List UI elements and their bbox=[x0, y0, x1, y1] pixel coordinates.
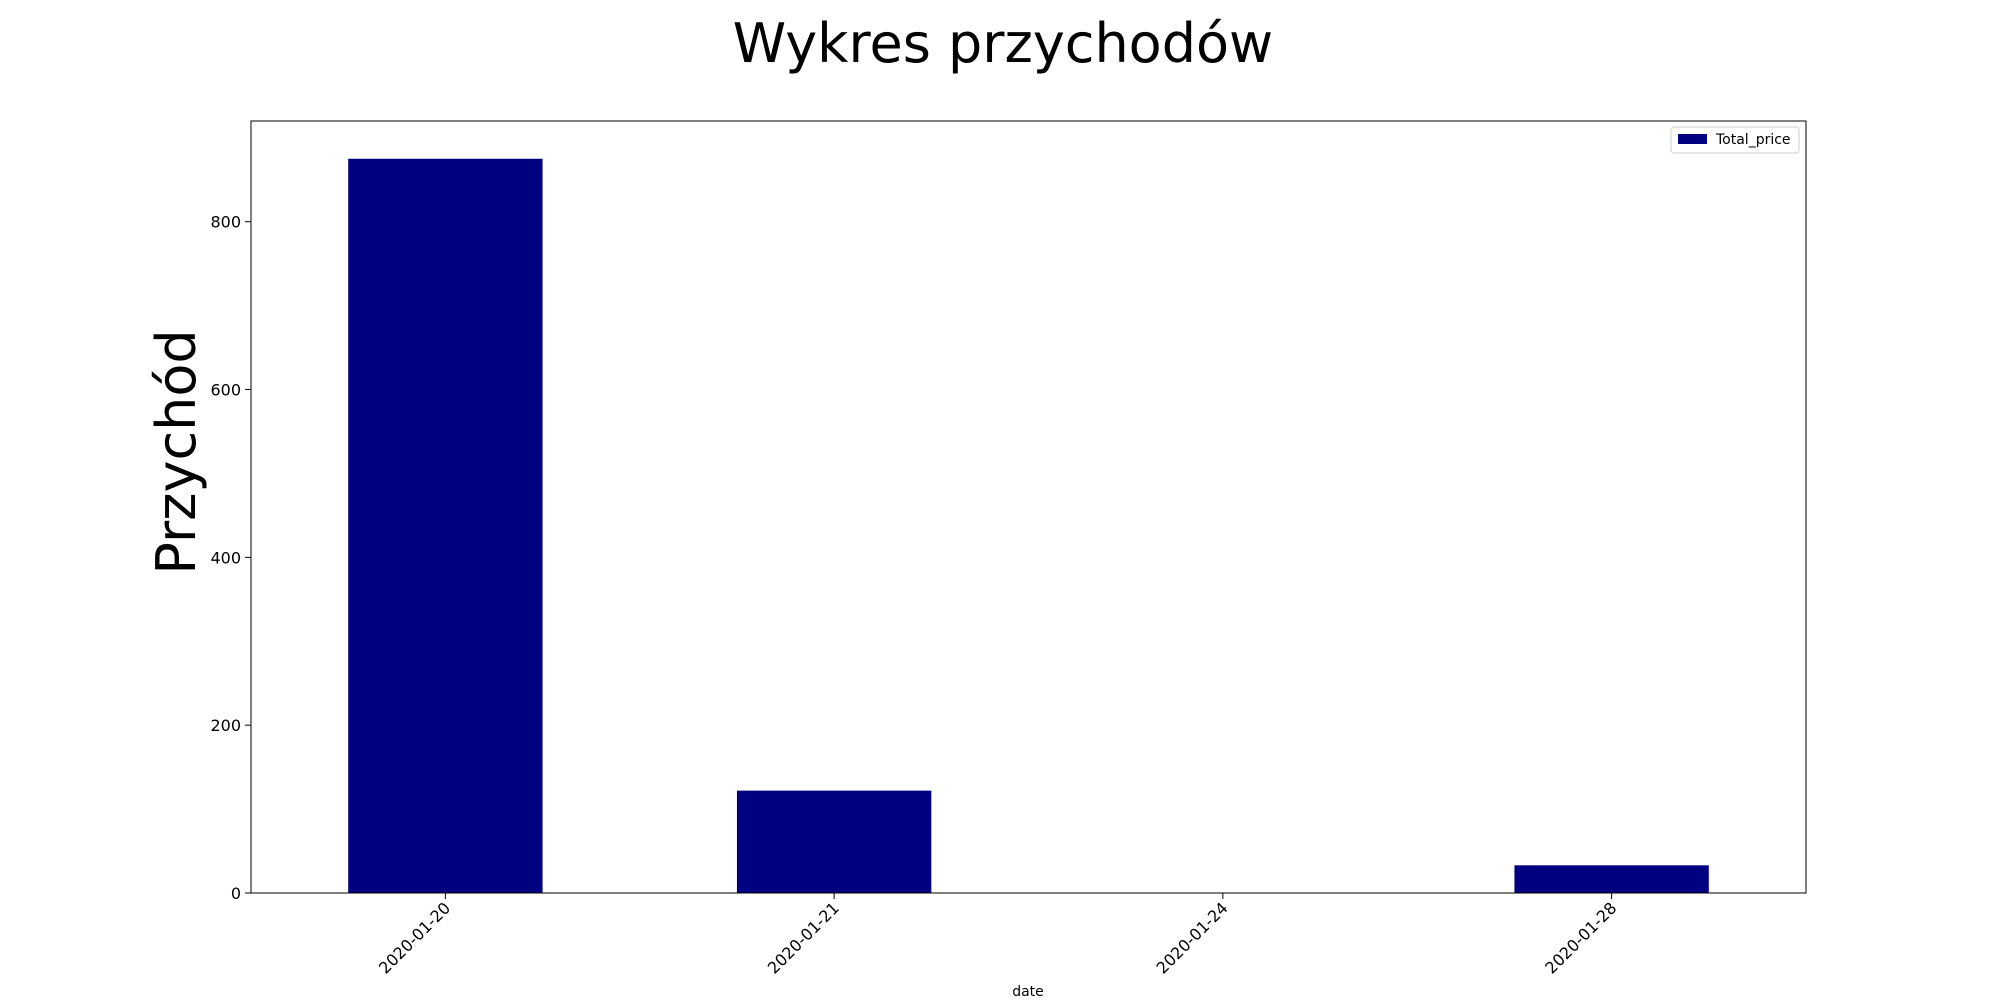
legend: Total_price bbox=[1670, 126, 1800, 154]
x-tick-label-2020-01-28: 2020-01-28 bbox=[1541, 898, 1620, 977]
legend-frame bbox=[1670, 126, 1800, 154]
y-tick-label-200: 200 bbox=[210, 716, 241, 735]
y-tick-label-0: 0 bbox=[231, 884, 241, 903]
x-tick-label-2020-01-20: 2020-01-20 bbox=[375, 898, 454, 977]
y-tick-label-400: 400 bbox=[210, 548, 241, 567]
legend-label: Total_price bbox=[1715, 132, 1791, 148]
y-axis-label: Przychód bbox=[145, 329, 208, 574]
plot-area: 0 200 400 600 800 2020-01-20 2020-01-21 2020-01… bbox=[210, 120, 1807, 978]
bar-2020-01-20 bbox=[348, 158, 543, 893]
chart-title: Wykres przychodów bbox=[733, 12, 1273, 75]
legend-swatch bbox=[1678, 134, 1707, 144]
y-tick-label-800: 800 bbox=[210, 213, 241, 232]
x-tick-label-2020-01-21: 2020-01-21 bbox=[764, 898, 843, 977]
plot-frame bbox=[250, 120, 1807, 894]
x-tick-label-2020-01-24: 2020-01-24 bbox=[1153, 898, 1232, 977]
bar-2020-01-28 bbox=[1514, 865, 1709, 893]
bar-2020-01-21 bbox=[736, 790, 932, 893]
x-axis-label: date bbox=[1012, 984, 1044, 1000]
y-tick-label-600: 600 bbox=[210, 381, 241, 400]
